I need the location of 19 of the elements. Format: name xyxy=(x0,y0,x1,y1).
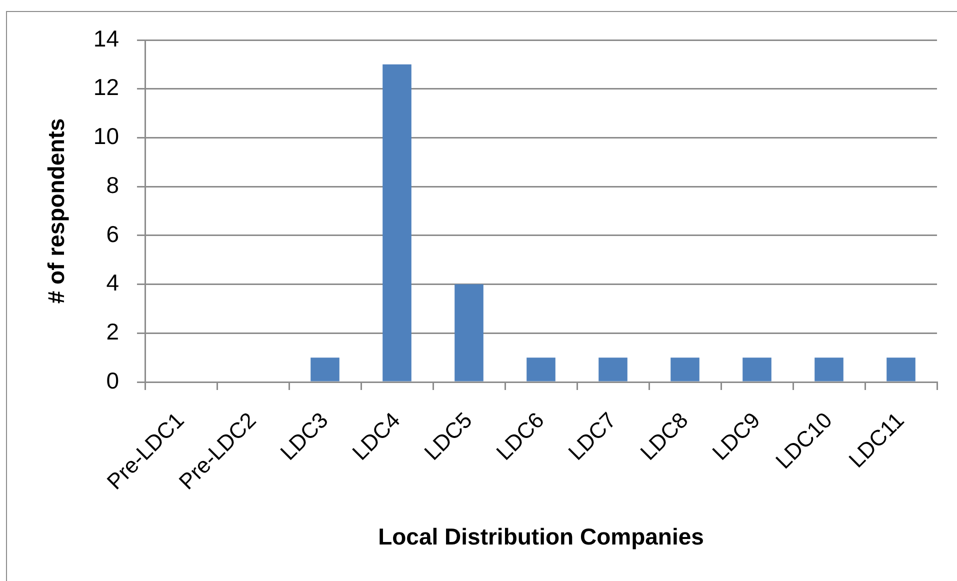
x-axis-title: Local Distribution Companies xyxy=(378,524,704,550)
bar xyxy=(886,358,916,382)
bar xyxy=(310,358,340,382)
y-tick-label: 10 xyxy=(93,123,119,150)
bar xyxy=(598,358,628,382)
bar xyxy=(742,358,772,382)
y-tick-label: 14 xyxy=(93,25,120,52)
bar xyxy=(814,358,844,382)
y-tick-label: 6 xyxy=(106,220,119,247)
y-axis-title: # of respondents xyxy=(43,118,70,304)
y-tick-label: 12 xyxy=(93,74,119,100)
y-tick-label: 0 xyxy=(106,367,119,394)
bar xyxy=(526,358,556,382)
y-tick-label: 2 xyxy=(106,318,119,344)
bar xyxy=(382,64,412,382)
bar xyxy=(670,358,700,382)
bar xyxy=(454,284,484,382)
y-tick-label: 4 xyxy=(106,270,120,296)
y-tick-label: 8 xyxy=(106,172,119,198)
